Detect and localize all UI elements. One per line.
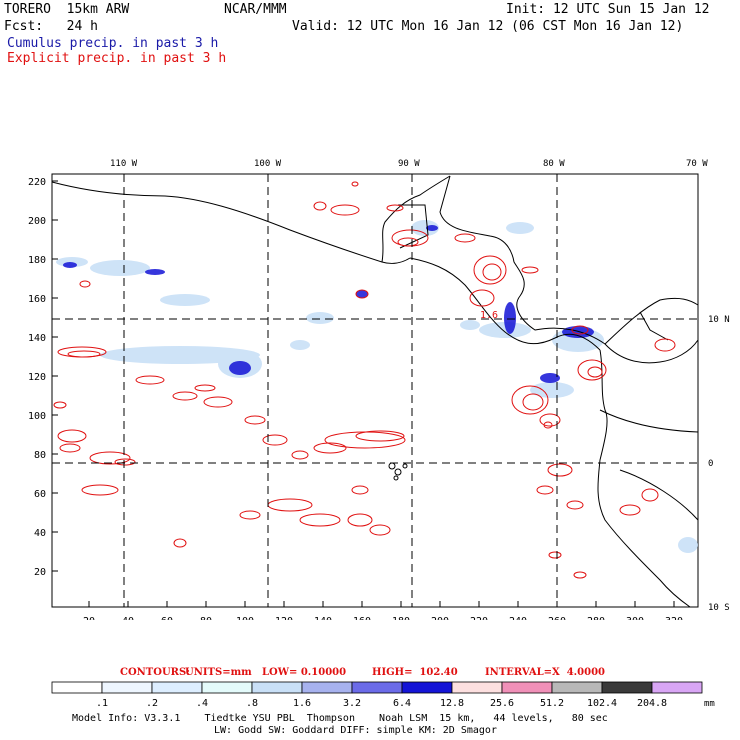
- y-tick-labels: 220 200 180 160 140 120 100 80 60 40 20: [28, 177, 46, 578]
- colorbar-bin: [301, 681, 353, 694]
- y-tick-60: 60: [34, 489, 46, 500]
- x-tick-240: 240: [509, 616, 527, 620]
- x-tick-100: 100: [236, 616, 254, 620]
- x-tick-60: 60: [161, 616, 173, 620]
- caribbean-coast: [439, 175, 699, 345]
- colorbar-label: 25.6: [490, 698, 514, 709]
- colorbar-label: .8: [246, 698, 258, 709]
- init-time: Init: 12 UTC Sun 15 Jan 12: [506, 2, 710, 17]
- colombia-inland: [604, 339, 699, 364]
- x-tick-220: 220: [470, 616, 488, 620]
- y-tick-220: 220: [28, 177, 46, 188]
- x-tick-80: 80: [200, 616, 212, 620]
- colorbar-label: .2: [146, 698, 158, 709]
- colorbar-labels: .1 .2 .4 .8 1.6 3.2 6.4 12.8 25.6 51.2 102.4 204.8: [96, 698, 667, 709]
- mexico-coast: [51, 181, 411, 264]
- colorbar-bin: [601, 681, 653, 694]
- physics-info-line: LW: Godd SW: Goddard DIFF: simple KM: 2D…: [214, 725, 497, 736]
- x-tick-280: 280: [587, 616, 605, 620]
- contours-high: HIGH= 102.40: [372, 667, 458, 678]
- central-america-coast: [409, 257, 601, 351]
- contours-units: UNITS=mm: [185, 667, 252, 678]
- y-tick-20: 20: [34, 567, 46, 578]
- colorbar-bin: [501, 681, 553, 694]
- colorbar: .1.2.4.8 1.6 3.2 6.4 12.8 25.6 51.2 102.4 204.8 …: [51, 681, 715, 709]
- colorbar-bin: [251, 681, 303, 694]
- colorbar-unit: mm: [704, 699, 715, 709]
- forecast-hour: Fcst: 24 h: [4, 19, 98, 34]
- x-tick-200: 200: [431, 616, 449, 620]
- org-label: NCAR/MMM: [224, 2, 287, 17]
- colorbar-label: .1: [96, 698, 108, 709]
- model-info-line: Model Info: V3.3.1 Tiedtke YSU PBL Thomp…: [72, 713, 608, 724]
- colorbar-label: 102.4: [587, 698, 617, 709]
- cumulus-precip-heavy: [63, 225, 594, 383]
- colorbar-label: 1.6: [293, 698, 311, 709]
- y-tick-40: 40: [34, 528, 46, 539]
- colorbar-label: 6.4: [393, 698, 411, 709]
- explicit-precip-contours: [53, 181, 676, 579]
- lon-label-100w: 100 W: [254, 159, 282, 169]
- contours-low: LOW= 0.10000: [262, 667, 347, 678]
- colorbar-bin: [101, 681, 153, 694]
- contours-label: CONTOURS:: [120, 667, 190, 678]
- y-tick-140: 140: [28, 333, 46, 344]
- x-tick-40: 40: [122, 616, 134, 620]
- lon-label-110w: 110 W: [110, 159, 138, 169]
- x-tick-labels: 20 40 60 80 100 120 140 160 180 200 220 …: [83, 616, 683, 620]
- x-tick-320: 320: [665, 616, 683, 620]
- border-4: [639, 311, 669, 341]
- colorbar-bin: [401, 681, 453, 694]
- y-tick-200: 200: [28, 216, 46, 227]
- graticule: [52, 174, 698, 607]
- lon-label-80w: 80 W: [543, 159, 565, 169]
- cumulus-legend-label: Cumulus precip. in past 3 h: [7, 36, 219, 51]
- colorbar-label: 12.8: [440, 698, 464, 709]
- coastlines: [51, 175, 699, 608]
- lat-label-0: 0: [708, 459, 713, 469]
- y-tick-160: 160: [28, 294, 46, 305]
- model-title: TORERO 15km ARW: [4, 2, 130, 17]
- map-frame: [51, 173, 699, 608]
- x-tick-180: 180: [392, 616, 410, 620]
- colorbar-bins: [51, 681, 703, 694]
- explicit-legend-label: Explicit precip. in past 3 h: [7, 51, 227, 66]
- colorbar-label: .4: [196, 698, 208, 709]
- colorbar-bin: [51, 681, 103, 694]
- colorbar-bin: [451, 681, 503, 694]
- colorbar-label: 204.8: [637, 698, 667, 709]
- border-3: [619, 469, 699, 521]
- contours-interval: INTERVAL=X 4.0000: [485, 667, 605, 678]
- x-tick-20: 20: [83, 616, 95, 620]
- longitude-labels: 110 W 100 W 90 W 80 W 70 W: [110, 159, 708, 169]
- axis-ticks: [52, 180, 675, 607]
- lat-label-10s: 10 S: [708, 603, 730, 613]
- y-tick-80: 80: [34, 450, 46, 461]
- colorbar-bin: [651, 681, 703, 694]
- x-tick-160: 160: [353, 616, 371, 620]
- colorbar-bin: [351, 681, 403, 694]
- latitude-labels: 10 N 0 10 S: [708, 315, 730, 613]
- valid-time: Valid: 12 UTC Mon 16 Jan 12 (06 CST Mon …: [292, 19, 684, 34]
- x-tick-120: 120: [275, 616, 293, 620]
- south-america-coast: [597, 349, 691, 608]
- y-tick-180: 180: [28, 255, 46, 266]
- colorbar-label: 51.2: [540, 698, 564, 709]
- colorbar-bin: [151, 681, 203, 694]
- colorbar-bin: [551, 681, 603, 694]
- colorbar-bin: [201, 681, 253, 694]
- colorbar-label: 3.2: [343, 698, 361, 709]
- x-tick-300: 300: [626, 616, 644, 620]
- y-tick-100: 100: [28, 411, 46, 422]
- precip-map: 1.6 110 W 100 W 90 W 80 W 70 W 10 N 0 10…: [28, 159, 730, 620]
- x-tick-260: 260: [548, 616, 566, 620]
- y-tick-120: 120: [28, 372, 46, 383]
- border-2: [599, 409, 699, 433]
- lat-label-10n: 10 N: [708, 315, 730, 325]
- lon-label-70w: 70 W: [686, 159, 708, 169]
- lon-label-90w: 90 W: [398, 159, 420, 169]
- contour-value-label: 1.6: [480, 310, 498, 321]
- x-tick-140: 140: [314, 616, 332, 620]
